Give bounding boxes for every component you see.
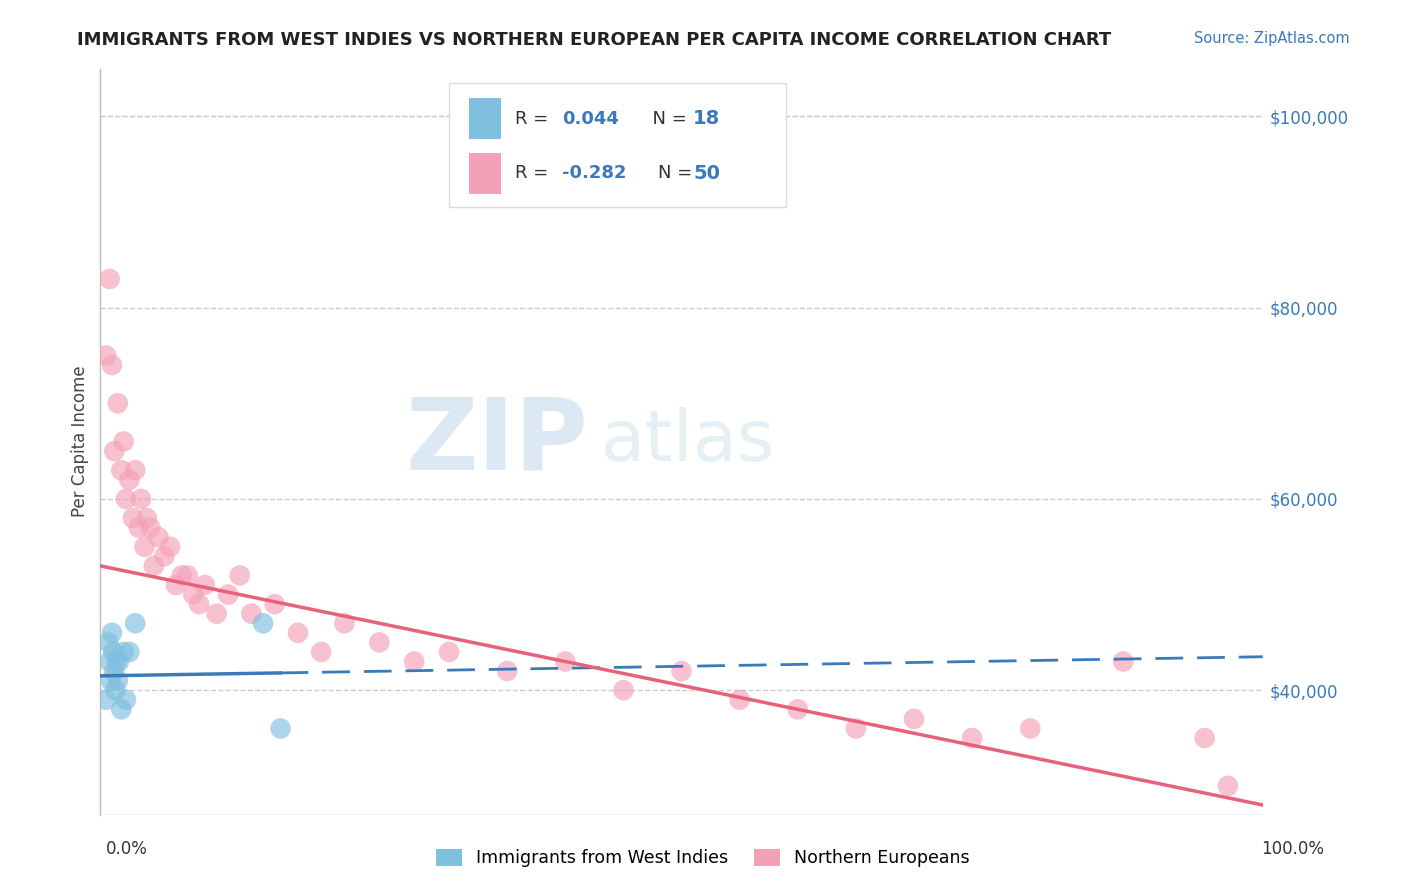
Point — [188, 597, 211, 611]
Text: 100.0%: 100.0% — [1261, 840, 1324, 858]
Point — [107, 396, 129, 410]
Text: R =: R = — [516, 164, 554, 182]
Point — [159, 540, 181, 554]
Point — [96, 693, 118, 707]
Point — [100, 673, 122, 688]
Text: N =: N = — [658, 164, 699, 182]
Point — [1216, 779, 1239, 793]
Text: N =: N = — [641, 110, 692, 128]
Point — [671, 664, 693, 678]
Point — [103, 444, 125, 458]
Point — [122, 511, 145, 525]
Point — [112, 645, 135, 659]
Text: IMMIGRANTS FROM WEST INDIES VS NORTHERN EUROPEAN PER CAPITA INCOME CORRELATION C: IMMIGRANTS FROM WEST INDIES VS NORTHERN … — [77, 31, 1112, 49]
Point — [176, 568, 198, 582]
Text: 0.0%: 0.0% — [105, 840, 148, 858]
Point — [134, 540, 156, 554]
Point — [128, 521, 150, 535]
Point — [124, 463, 146, 477]
FancyBboxPatch shape — [468, 98, 502, 139]
Y-axis label: Per Capita Income: Per Capita Income — [72, 366, 89, 517]
Point — [612, 683, 634, 698]
Point — [217, 588, 239, 602]
FancyBboxPatch shape — [449, 84, 786, 207]
Point — [270, 722, 292, 736]
Point — [97, 635, 120, 649]
Point — [437, 645, 460, 659]
Point — [368, 635, 391, 649]
Point — [135, 511, 157, 525]
Point — [170, 568, 193, 582]
Point — [165, 578, 187, 592]
Point — [183, 588, 205, 602]
Point — [124, 616, 146, 631]
Point — [1194, 731, 1216, 745]
Point — [101, 358, 124, 372]
Point — [118, 645, 141, 659]
Text: 50: 50 — [693, 164, 720, 183]
Point — [105, 655, 128, 669]
Point — [110, 463, 132, 477]
Text: atlas: atlas — [600, 407, 775, 476]
Point — [101, 645, 124, 659]
Point — [103, 664, 125, 678]
Point — [554, 655, 576, 669]
Point — [263, 597, 285, 611]
Point — [960, 731, 983, 745]
Point — [194, 578, 217, 592]
Point — [139, 521, 162, 535]
Point — [333, 616, 356, 631]
Text: R =: R = — [516, 110, 560, 128]
Point — [96, 348, 118, 362]
Point — [496, 664, 519, 678]
Point — [845, 722, 868, 736]
Point — [129, 491, 152, 506]
Point — [229, 568, 252, 582]
Point — [98, 655, 121, 669]
Point — [252, 616, 274, 631]
Text: Source: ZipAtlas.com: Source: ZipAtlas.com — [1194, 31, 1350, 46]
Point — [287, 625, 309, 640]
Text: -0.282: -0.282 — [562, 164, 626, 182]
Point — [108, 655, 131, 669]
Point — [153, 549, 176, 564]
Point — [728, 693, 751, 707]
Point — [110, 702, 132, 716]
Point — [240, 607, 263, 621]
Point — [1112, 655, 1135, 669]
Point — [903, 712, 925, 726]
Point — [107, 673, 129, 688]
Text: 0.044: 0.044 — [562, 110, 619, 128]
Point — [115, 693, 138, 707]
Point — [98, 272, 121, 286]
Point — [101, 625, 124, 640]
Point — [309, 645, 332, 659]
Point — [112, 434, 135, 449]
FancyBboxPatch shape — [468, 153, 502, 194]
Point — [1019, 722, 1042, 736]
Legend: Immigrants from West Indies, Northern Europeans: Immigrants from West Indies, Northern Eu… — [429, 842, 977, 874]
Point — [118, 473, 141, 487]
Point — [104, 683, 127, 698]
Point — [148, 530, 170, 544]
Point — [205, 607, 228, 621]
Point — [786, 702, 808, 716]
Point — [115, 491, 138, 506]
Point — [142, 558, 165, 573]
Text: 18: 18 — [693, 109, 720, 128]
Point — [404, 655, 426, 669]
Text: ZIP: ZIP — [406, 393, 589, 490]
